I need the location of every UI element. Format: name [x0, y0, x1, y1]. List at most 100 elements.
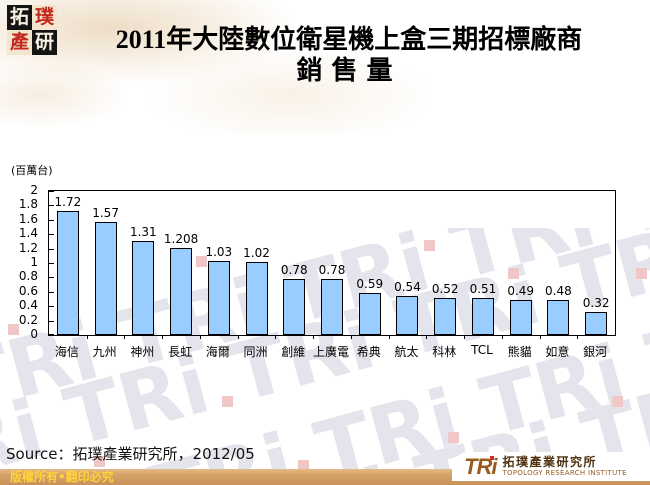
- bar: [434, 297, 457, 335]
- bar-value-label: 0.78: [280, 262, 308, 277]
- y-axis-tick-mark: [49, 219, 54, 221]
- seal-char: 拓: [7, 5, 32, 30]
- x-axis-tick-mark: [464, 335, 466, 339]
- x-axis-label: 航太: [394, 345, 419, 359]
- seal-char: 研: [32, 30, 57, 55]
- bar-value-label: 0.59: [356, 276, 384, 291]
- bar-slot: 1.03: [200, 191, 238, 335]
- x-axis-label: 創維: [281, 345, 306, 359]
- company-seal-logo: 拓 璞 產 研: [7, 5, 57, 55]
- bar-slot: 0.54: [389, 191, 427, 335]
- bar-slot: 1.208: [162, 191, 200, 335]
- x-axis-tick-mark: [124, 335, 126, 339]
- bar-slot: 0.78: [313, 191, 351, 335]
- watermark-square: [636, 268, 647, 279]
- x-axis-label: 希典: [356, 345, 381, 359]
- tri-logo-acronym: TRi: [464, 453, 497, 479]
- bar-slot: 0.51: [464, 191, 502, 335]
- x-axis-label: 上廣電: [313, 345, 350, 359]
- bar-slot: 1.31: [124, 191, 162, 335]
- y-axis-tick-mark: [49, 320, 54, 322]
- bar-value-label: 1.03: [205, 244, 233, 259]
- bar-value-label: 1.31: [129, 224, 157, 239]
- y-axis-tick-label: 1.8: [18, 197, 38, 212]
- bar-slot: 0.52: [426, 191, 464, 335]
- x-axis-label: TCL: [471, 343, 493, 357]
- bar: [207, 260, 230, 335]
- y-axis-tick-label: 0.2: [18, 312, 38, 327]
- watermark-square: [298, 460, 309, 470]
- tri-logo-text: 拓璞產業研究所 TOPOLOGY RESEARCH INSTITUTE: [502, 456, 627, 478]
- bar: [509, 299, 532, 335]
- bar-value-label: 0.51: [469, 282, 497, 297]
- x-axis-tick-mark: [350, 335, 352, 339]
- copyright-text: 版權所有•翻印必究: [10, 470, 114, 484]
- y-axis-tick-mark: [49, 263, 54, 264]
- bar-slot: 0.59: [351, 191, 389, 335]
- watermark-square: [196, 256, 207, 267]
- x-axis-tick-mark: [539, 335, 541, 339]
- watermark-square: [424, 240, 435, 251]
- bar-value-label: 0.49: [507, 283, 535, 298]
- y-axis-tick-mark: [49, 291, 54, 293]
- bar-slot: 0.78: [275, 191, 313, 335]
- bar-value-label: 1.208: [163, 232, 199, 247]
- bar-slot: 0.32: [577, 191, 615, 335]
- y-axis-tick-label: 1.2: [18, 240, 38, 255]
- x-axis-tick-mark: [162, 335, 164, 339]
- y-axis-tick-label: 1.6: [18, 211, 38, 226]
- slide-title-line2: 銷售量: [296, 56, 402, 85]
- bar-value-label: 0.52: [431, 281, 459, 296]
- bar: [396, 296, 419, 335]
- y-axis-tick-label: 0.8: [18, 269, 38, 284]
- x-axis-label: 科林: [432, 345, 457, 359]
- bar: [358, 292, 381, 335]
- y-axis: 2 1.8 1.6 1.4 1.2 1 0.8 0.6 0.4 0.2 0: [0, 184, 43, 340]
- x-axis-label: 長虹: [168, 345, 193, 359]
- tri-logo: TRi 拓璞產業研究所 TOPOLOGY RESEARCH INSTITUTE: [452, 452, 650, 481]
- bar: [321, 278, 343, 335]
- x-axis-label: 海信: [54, 345, 79, 359]
- y-axis-tick-label: 1: [30, 255, 38, 269]
- x-axis-label: 如意: [545, 345, 570, 359]
- y-axis-tick-mark: [49, 277, 54, 279]
- bar: [547, 300, 570, 335]
- bar: [471, 298, 494, 335]
- bar: [170, 248, 193, 335]
- bar-value-label: 1.02: [243, 245, 270, 260]
- bar-slot: 1.72: [49, 191, 87, 335]
- bar-value-label: 0.32: [582, 295, 610, 310]
- y-axis-tick-mark: [49, 191, 54, 192]
- y-axis-tick-label: 2: [30, 183, 38, 197]
- bar: [585, 311, 608, 335]
- bar: [94, 221, 117, 335]
- x-axis-tick-mark: [501, 335, 503, 339]
- x-axis-tick-mark: [313, 335, 315, 339]
- x-axis-tick-mark: [86, 335, 88, 339]
- watermark-square: [612, 396, 623, 407]
- watermark-square: [222, 396, 233, 407]
- bar: [283, 278, 306, 335]
- x-axis-labels: 海信 九州 神州 長虹 海爾 同洲 創維 上廣電 希典 航太 科林 TCL 熊貓 如意 銀河: [48, 343, 614, 360]
- watermark-square: [94, 456, 105, 467]
- x-axis-label: 銀河: [583, 345, 608, 359]
- header-map-texture: [0, 0, 430, 135]
- watermark-square: [8, 324, 19, 335]
- y-axis-tick-label: 0: [30, 327, 38, 341]
- x-axis-label: 同洲: [243, 345, 268, 359]
- bar: [245, 261, 268, 335]
- y-axis-tick-mark: [49, 248, 54, 250]
- tri-logo-english: TOPOLOGY RESEARCH INSTITUTE: [502, 469, 627, 477]
- y-axis-tick-mark: [49, 334, 54, 335]
- watermark-square: [448, 432, 459, 443]
- bar-value-label: 1.72: [54, 195, 82, 210]
- bar-slot: 1.57: [87, 191, 125, 335]
- x-axis-tick-mark: [426, 335, 428, 339]
- bar-slot: 0.48: [540, 191, 578, 335]
- plot-area: 1.72 1.57 1.31 1.208 1.03 1.02 0.78 0.78 0.59 0.5…: [48, 190, 616, 339]
- y-axis-tick-mark: [49, 234, 54, 236]
- bar-slot: 1.02: [238, 191, 276, 335]
- slide-title: 2011年大陸數位衛星機上盒三期招標廠商 銷售量: [62, 24, 636, 86]
- bar: [132, 240, 155, 335]
